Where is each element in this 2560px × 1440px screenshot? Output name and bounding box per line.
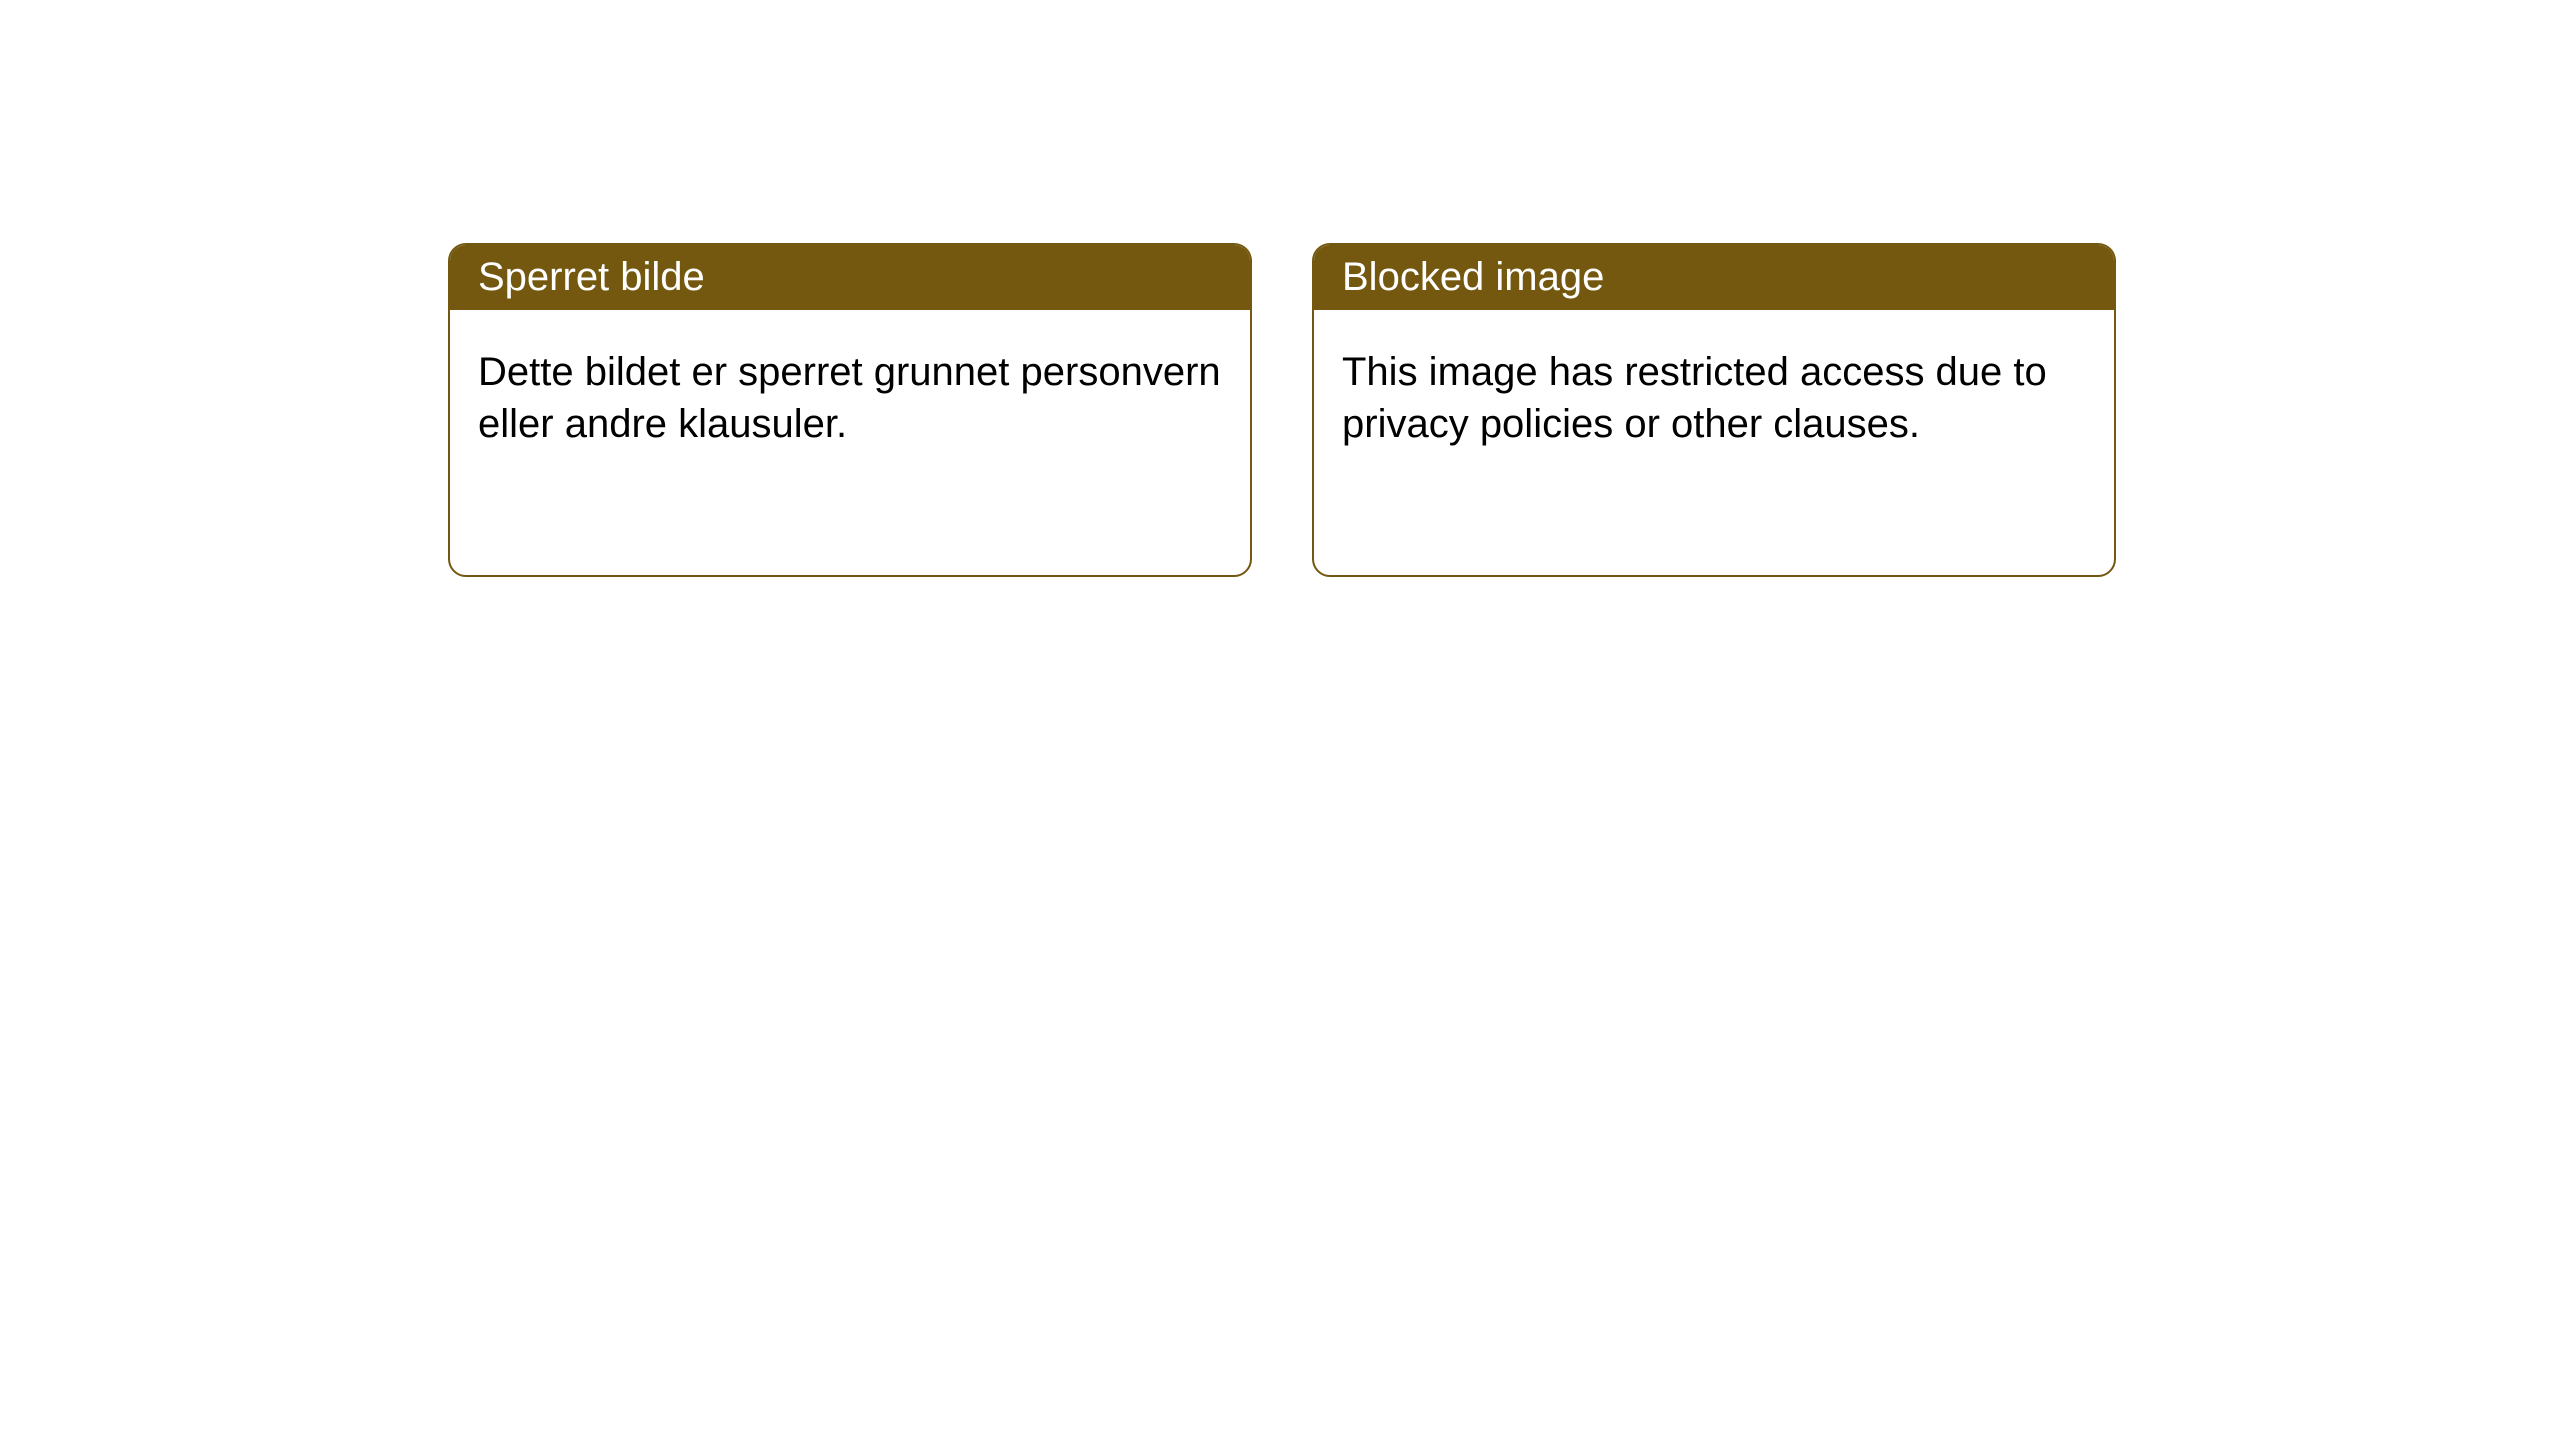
card-body: This image has restricted access due to … [1314,310,2114,486]
card-body-text: This image has restricted access due to … [1342,350,2047,446]
card-header: Sperret bilde [450,245,1250,310]
blocked-image-card-no: Sperret bilde Dette bildet er sperret gr… [448,243,1252,577]
card-body: Dette bildet er sperret grunnet personve… [450,310,1250,486]
card-title: Blocked image [1342,255,1604,299]
card-body-text: Dette bildet er sperret grunnet personve… [478,350,1221,446]
card-title: Sperret bilde [478,255,705,299]
notice-container: Sperret bilde Dette bildet er sperret gr… [0,0,2560,577]
blocked-image-card-en: Blocked image This image has restricted … [1312,243,2116,577]
card-header: Blocked image [1314,245,2114,310]
